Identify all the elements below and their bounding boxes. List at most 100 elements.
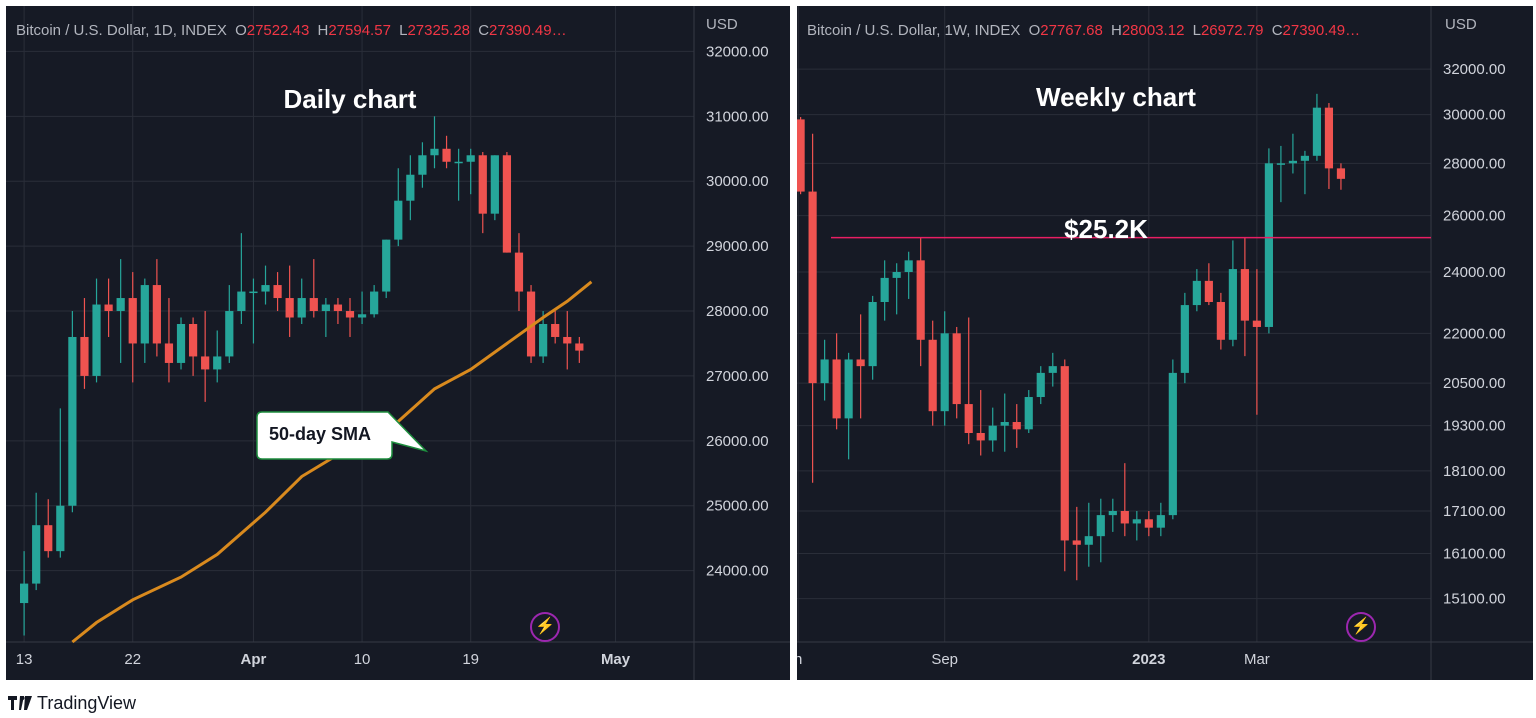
candle-body (1132, 519, 1141, 524)
candle-body (345, 311, 355, 318)
candle-body (539, 324, 548, 357)
tradingview-logo-icon (8, 696, 32, 710)
candle-body (1324, 107, 1334, 169)
candle-body (1252, 320, 1261, 327)
candle-body (466, 155, 475, 162)
candle-body (68, 336, 77, 506)
candle-body (1336, 168, 1346, 179)
candle-body (1144, 519, 1153, 528)
candle-body (976, 433, 985, 441)
candle-body (430, 148, 439, 156)
y-tick-label: 30000.00 (1443, 107, 1506, 124)
weekly-chart-title: Weekly chart (1036, 82, 1196, 112)
candle-body (321, 304, 330, 312)
candle-body (370, 291, 379, 315)
weekly-chart-panel[interactable]: 32000.00 30000.00 28000.00 26000.00 24000.00… (797, 6, 1533, 680)
candle-body (575, 343, 584, 351)
daily-close-value: 27390.49… (489, 22, 567, 39)
x-tick-label: Mar (1244, 651, 1270, 668)
weekly-high-value: 28003.12 (1121, 22, 1185, 39)
candle-body (454, 161, 463, 164)
daily-chart-panel[interactable]: 32000.00 31000.00 30000.00 29000.00 28000.00… (6, 6, 790, 680)
candle-body (563, 336, 572, 344)
daily-close-label: C (478, 22, 490, 39)
weekly-low-value: 26972.79 (1200, 22, 1264, 39)
candle-body (856, 359, 865, 367)
candle-body (1072, 540, 1081, 545)
x-tick-label: 10 (354, 651, 371, 668)
daily-currency-label: USD (706, 16, 738, 33)
resistance-level-label: $25.2K (1064, 214, 1148, 244)
candle-body (892, 271, 901, 278)
candle-body (478, 155, 487, 214)
candle-body (1024, 397, 1033, 430)
lightning-icon[interactable]: ⚡ (530, 612, 560, 642)
candle-body (1096, 515, 1105, 537)
candle-body (44, 525, 53, 552)
candle-body (418, 155, 427, 175)
candle-body (820, 359, 829, 384)
sma-line (71, 280, 593, 644)
weekly-low-label: L (1192, 22, 1201, 39)
candle-body (188, 324, 198, 357)
y-tick-label: 20500.00 (1443, 375, 1506, 392)
tradingview-brand: TradingView (37, 692, 137, 713)
candle-body (1048, 366, 1057, 373)
candle-body (1180, 305, 1189, 373)
daily-open-value: 27522.43 (246, 22, 310, 39)
candle-body (382, 239, 391, 292)
candle-body (394, 200, 403, 240)
candle-body (213, 356, 222, 370)
candle-body (201, 356, 210, 370)
candle-body (1264, 163, 1273, 327)
candle-body (526, 291, 536, 357)
x-tick-label: n (797, 651, 802, 668)
candle-body (1060, 366, 1069, 541)
candle-body (1168, 372, 1177, 516)
y-tick-label: 19300.00 (1443, 418, 1506, 435)
candle-body (1120, 510, 1129, 524)
candle-body (20, 583, 29, 604)
candle-body (844, 359, 853, 419)
candle-body (116, 298, 125, 312)
x-tick-label: 19 (462, 651, 479, 668)
candle-body (273, 285, 282, 299)
lightning-icon[interactable]: ⚡ (1346, 612, 1376, 642)
y-tick-label: 15100.00 (1443, 591, 1506, 608)
candle-body (502, 155, 512, 253)
y-tick-label: 22000.00 (1443, 325, 1506, 342)
candle-body (1108, 510, 1117, 516)
y-tick-label: 24000.00 (706, 563, 769, 580)
candle-body (551, 324, 560, 337)
weekly-high-label: H (1111, 22, 1122, 39)
daily-low-label: L (399, 22, 408, 39)
weekly-open-value: 27767.68 (1040, 22, 1103, 39)
daily-high-value: 27594.57 (328, 22, 391, 39)
y-tick-label: 29000.00 (706, 238, 769, 255)
y-tick-label: 26000.00 (706, 433, 769, 450)
candle-body (237, 291, 246, 312)
candle-body (92, 304, 101, 376)
candle-body (832, 359, 841, 419)
daily-high-label: H (317, 22, 329, 39)
y-tick-label: 28000.00 (706, 303, 769, 320)
candle-body (140, 285, 149, 344)
candle-body (940, 333, 949, 412)
weekly-close-label: C (1271, 22, 1283, 39)
candle-body (442, 148, 451, 162)
y-tick-label: 26000.00 (1443, 208, 1506, 225)
daily-low-value: 27325.28 (407, 22, 471, 39)
candle-body (797, 119, 805, 192)
candle-body (1300, 155, 1310, 161)
x-tick-label: Apr (241, 651, 267, 668)
candle-body (1012, 422, 1021, 430)
candle-body (880, 277, 889, 303)
y-tick-label: 25000.00 (706, 498, 769, 515)
y-tick-label: 31000.00 (706, 108, 769, 125)
candle-body (964, 404, 973, 434)
candle-body (357, 314, 367, 318)
x-tick-label: 2023 (1132, 651, 1165, 668)
x-tick-label: Sep (931, 651, 958, 668)
candle-body (80, 336, 89, 376)
footer: TradingView (8, 692, 136, 714)
